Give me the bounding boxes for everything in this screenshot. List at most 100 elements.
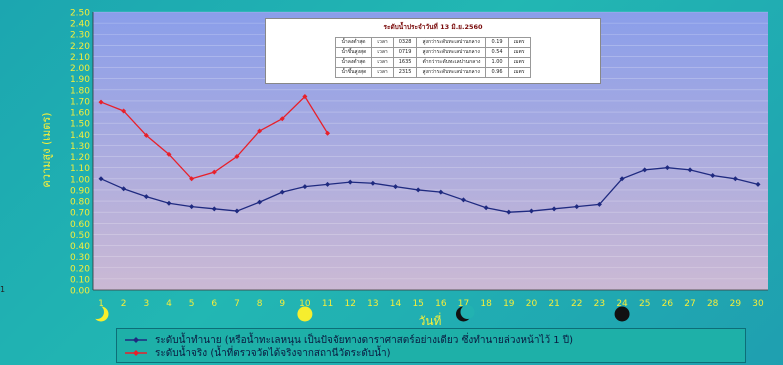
observed-point [166,151,172,157]
x-tick-label: 17 [458,299,469,309]
x-tick-label: 16 [435,299,447,309]
predicted-point [98,176,104,182]
y-tick-label: 1.10 [70,164,90,174]
y-tick-label: 2.30 [70,31,90,41]
x-tick-label: 18 [480,299,492,309]
x-axis-label: วันที่ [419,312,442,328]
predicted-point [528,208,534,214]
tide-info-table: น้ำลงต่ำสุด เวลา 0328 สูงกว่าระดับทะเลปานกล… [335,37,531,78]
predicted-point [460,197,466,203]
x-tick-label: 5 [189,299,195,309]
info-table-row: น้ำลงต่ำสุด เวลา 1635 ต่ำกว่าระดับทะเลปานกล… [335,57,531,68]
tide-info-box: ระดับน้ำประจำวันที่ 13 มิ.ย.2560 น้ำลงต่… [265,18,601,84]
predicted-point [732,176,738,182]
series-line-predicted [100,167,759,213]
predicted-point [664,165,670,171]
legend: ระดับน้ำทำนาย (หรือน้ำทะเลหนุน เป็นปัจจั… [116,328,746,363]
legend-label-predicted: ระดับน้ำทำนาย (หรือน้ำทะเลหนุน เป็นปัจจั… [155,334,574,346]
x-tick-label: 1 [98,299,104,309]
predicted-point [642,167,648,173]
info-table-cell: 0719 [392,47,418,58]
info-table-cell: เวลา [371,67,394,78]
x-tick-label: 19 [503,299,515,309]
predicted-point [393,184,399,190]
predicted-point [506,209,512,215]
y-tick-label: 2.50 [70,9,90,19]
legend-label-observed: ระดับน้ำจริง (น้ำที่ตรวจวัดได้จริงจากสถา… [155,347,391,359]
y-tick-label: 0.80 [70,198,90,208]
y-tick-label: 1.90 [70,75,90,85]
info-table-cell: ต่ำกว่าระดับทะเลปานกลาง [416,57,487,68]
x-tick-label: 14 [390,299,402,309]
predicted-point [574,204,580,210]
predicted-point [370,180,376,186]
x-tick-label: 29 [730,299,742,309]
info-table-cell: เวลา [371,57,394,68]
info-table-cell: 2315 [392,67,418,78]
predicted-point [302,184,308,190]
side-mark: 1 [0,285,6,294]
y-tick-label: 0.00 [70,287,90,297]
info-table-row: น้ำขึ้นสูงสุด เวลา 2315 สูงกว่าระดับทะเลปาน… [335,67,531,78]
predicted-point [257,199,263,205]
x-tick-label: 22 [571,299,582,309]
info-table-row: น้ำขึ้นสูงสุด เวลา 0719 สูงกว่าระดับทะเลปาน… [335,47,531,58]
y-tick-label: 0.40 [70,242,90,252]
x-tick-label: 8 [257,299,263,309]
info-table-cell: เมตร [507,37,531,48]
info-table-cell: น้ำลงต่ำสุด [335,57,373,68]
info-table-cell: 0.96 [485,67,509,78]
predicted-point [438,189,444,195]
info-box-title: ระดับน้ำประจำวันที่ 13 มิ.ย.2560 [383,23,483,31]
y-tick-label: 0.20 [70,264,90,274]
predicted-point [211,206,217,212]
info-table-cell: น้ำขึ้นสูงสุด [335,47,373,58]
info-table-row: น้ำลงต่ำสุด เวลา 0328 สูงกว่าระดับทะเลปานกล… [335,37,531,48]
observed-point [143,132,149,138]
y-tick-label: 2.40 [70,20,90,30]
observed-point [279,116,285,122]
info-table-cell: 0.19 [485,37,509,48]
y-tick-label: 1.40 [70,131,90,141]
predicted-point [325,181,331,187]
observed-point [325,130,331,136]
predicted-point [121,186,127,192]
predicted-point [551,206,557,212]
predicted-point [710,172,716,178]
legend-item-observed: ระดับน้ำจริง (น้ำที่ตรวจวัดได้จริงจากสถา… [125,347,391,359]
observed-point [98,99,104,105]
y-tick-label: 1.20 [70,153,90,163]
info-table-cell: สูงกว่าระดับทะเลปานกลาง [416,37,487,48]
info-table-cell: น้ำลงต่ำสุด [335,37,373,48]
predicted-point [619,176,625,182]
observed-point [234,154,240,160]
crescent-moon-icon [90,305,109,322]
x-tick-label: 6 [211,299,217,309]
info-table-cell: 1.00 [485,57,509,68]
y-tick-label: 0.70 [70,209,90,219]
y-tick-label: 0.60 [70,220,90,230]
x-tick-label: 21 [548,299,559,309]
x-tick-label: 30 [752,299,764,309]
observed-point [189,176,195,182]
y-tick-label: 1.30 [70,142,90,152]
legend-marker-predicted [125,337,147,343]
x-tick-label: 23 [594,299,605,309]
observed-point [257,128,263,134]
predicted-point [279,189,285,195]
observed-point [211,169,217,175]
x-tick-label: 24 [616,299,628,309]
predicted-point [347,179,353,185]
x-tick-label: 9 [279,299,285,309]
x-tick-label: 10 [299,299,311,309]
y-tick-label: 0.10 [70,275,90,285]
y-tick-label: 1.00 [70,175,90,185]
predicted-point [143,194,149,200]
x-tick-label: 28 [707,299,719,309]
observed-point [302,94,308,100]
info-table-cell: สูงกว่าระดับทะเลปานกลาง [416,47,487,58]
crescent-moon-icon [455,305,475,322]
x-tick-label: 12 [344,299,355,309]
y-tick-label: 0.90 [70,186,90,196]
predicted-point [687,167,693,173]
